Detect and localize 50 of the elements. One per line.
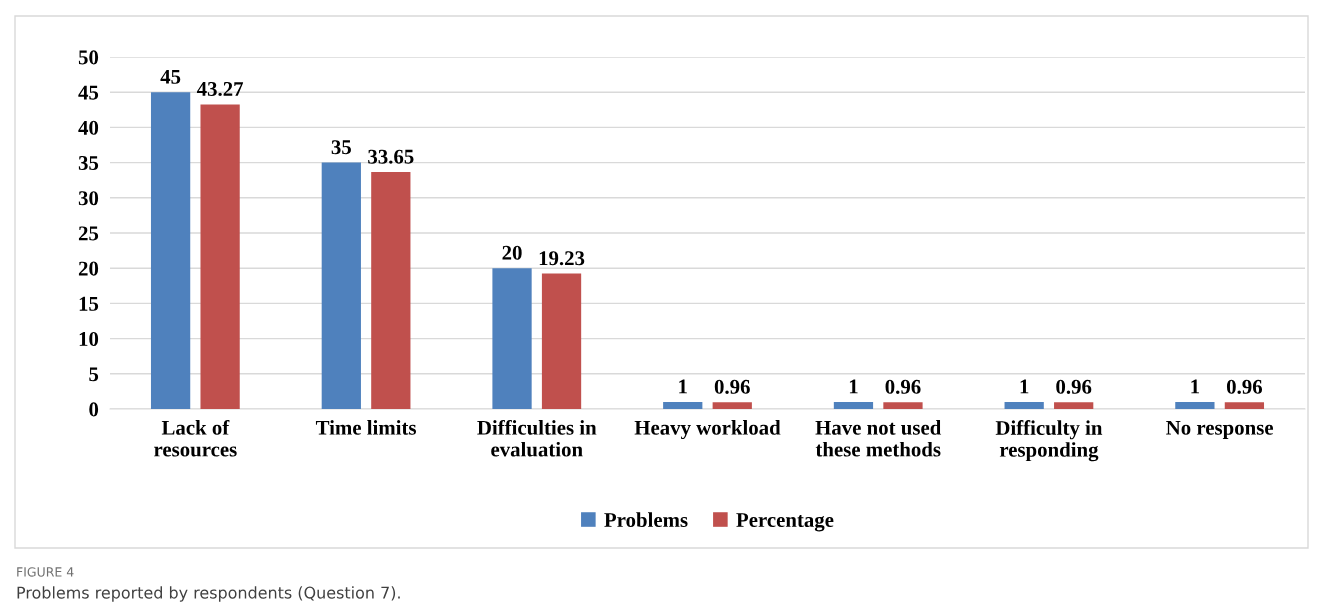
data-label: 1 [679,379,687,394]
legend-label: Percentage [736,513,834,532]
bar [371,172,411,409]
x-tick-label: Have not used these methods [815,420,942,457]
bar [1054,402,1094,409]
bar [712,402,752,409]
data-label: 43.27 [196,81,244,97]
data-label: 0.96 [1226,379,1263,394]
x-tick-label: Time limits [315,420,417,435]
y-tick-label: 15 [79,296,99,311]
y-tick-label: 30 [78,191,99,206]
bar [200,104,240,409]
bar [1004,401,1044,409]
data-label: 1 [1020,379,1029,394]
bar [321,162,361,409]
x-tick-label: Difficulty in responding [995,420,1103,462]
data-label: 0.96 [885,379,921,394]
y-tick-label: 35 [78,156,99,171]
y-tick-label: 20 [78,261,99,276]
data-label: 1 [1191,379,1200,394]
bar [492,268,532,409]
x-tick-label: Heavy workload [634,420,781,440]
y-tick-label: 25 [78,226,99,241]
data-label: 0.96 [714,379,750,394]
y-tick-label: 10 [79,331,99,347]
bar [663,401,703,409]
bar [883,402,923,409]
data-label: 19.23 [539,251,585,266]
x-tick-label: Lack of resources [154,419,237,457]
data-label: 45 [160,69,181,84]
bar [1175,401,1215,409]
bar [1224,402,1265,409]
bar [541,273,582,409]
y-tick-label: 45 [78,85,99,100]
data-label: 1 [849,379,858,394]
y-tick-label: 0 [89,402,99,417]
data-label: 33.65 [368,149,414,164]
text: Problems reported by respondents (Question 7). [17,586,400,602]
y-tick-label: 5 [89,367,99,382]
caption: FIGURE 4 [17,567,74,577]
legend-label: Problems [604,512,688,528]
data-label: 20 [502,245,522,260]
bar [150,92,191,409]
data-label: 0.96 [1056,379,1092,394]
x-tick-label: Difficulties in evaluation [477,419,597,457]
x-tick-label: No response [1166,420,1274,439]
y-tick-label: 50 [78,50,99,65]
y-tick-label: 40 [78,120,99,135]
data-label: 35 [331,140,351,155]
bar [833,401,874,409]
